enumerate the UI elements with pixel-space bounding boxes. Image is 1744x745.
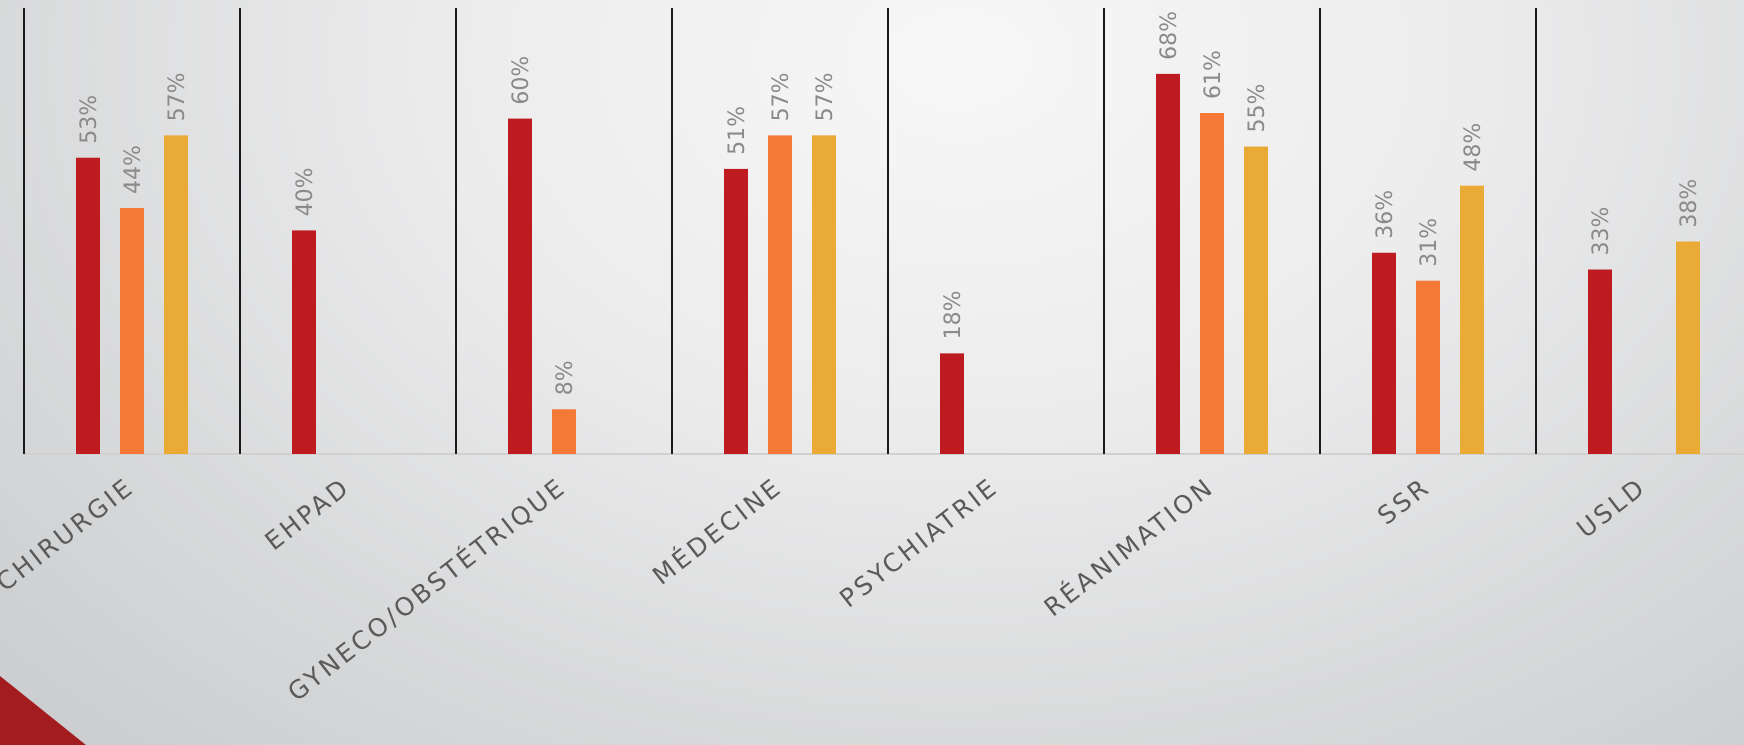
value-label: 8% xyxy=(553,360,578,395)
value-label: 38% xyxy=(1677,179,1702,228)
bar-réanimation-series-1 xyxy=(1156,73,1180,454)
bar-chirurgie-series-2 xyxy=(120,208,144,454)
bar-médecine-series-3 xyxy=(812,135,836,454)
value-label: 44% xyxy=(121,145,146,194)
value-label: 51% xyxy=(725,106,750,155)
value-labels-group: 53% 40% 60% 51% 18% 68% 36% 33% 44% 8% 57% 61% 31% 57… xyxy=(77,11,1702,395)
bars-group xyxy=(76,73,1700,455)
bar-psychiatrie-series-1 xyxy=(940,353,964,454)
value-label: 31% xyxy=(1417,218,1442,267)
value-label: 57% xyxy=(769,72,794,121)
value-label: 36% xyxy=(1373,190,1398,239)
bar-ehpad-series-1 xyxy=(292,230,316,454)
value-label: 60% xyxy=(509,56,534,105)
category-dividers xyxy=(23,8,1537,454)
bar-médecine-series-2 xyxy=(768,135,792,454)
category-label: EHPAD xyxy=(259,472,355,556)
bar-chirurgie-series-3 xyxy=(164,135,188,454)
value-label: 68% xyxy=(1157,11,1182,60)
value-label: 18% xyxy=(941,290,966,339)
bar-ssr-series-1 xyxy=(1372,252,1396,454)
bar-réanimation-series-3 xyxy=(1244,146,1268,455)
value-label: 53% xyxy=(77,95,102,144)
value-label: 57% xyxy=(165,72,190,121)
bar-médecine-series-1 xyxy=(724,168,748,454)
value-label: 57% xyxy=(813,72,838,121)
bar-usld-series-3 xyxy=(1676,241,1700,454)
category-label: MÉDECINE xyxy=(647,472,788,591)
bar-réanimation-series-2 xyxy=(1200,113,1224,454)
category-label: RÉANIMATION xyxy=(1039,472,1220,622)
category-label: USLD xyxy=(1571,472,1651,544)
value-label: 61% xyxy=(1201,50,1226,99)
bar-gyneco-obstétrique-series-2 xyxy=(552,409,576,454)
value-label: 48% xyxy=(1461,123,1486,172)
bar-ssr-series-3 xyxy=(1460,185,1484,454)
corner-accent-triangle xyxy=(0,676,86,745)
category-label: CHIRURGIE xyxy=(0,472,140,597)
bar-gyneco-obstétrique-series-1 xyxy=(508,118,532,454)
bar-ssr-series-2 xyxy=(1416,280,1440,454)
category-label: SSR xyxy=(1372,472,1436,531)
value-label: 33% xyxy=(1589,207,1614,256)
category-label: PSYCHIATRIE xyxy=(834,472,1004,613)
bar-chirurgie-series-1 xyxy=(76,157,100,455)
bar-usld-series-1 xyxy=(1588,269,1612,454)
value-label: 40% xyxy=(293,167,318,216)
value-label: 55% xyxy=(1245,84,1270,133)
